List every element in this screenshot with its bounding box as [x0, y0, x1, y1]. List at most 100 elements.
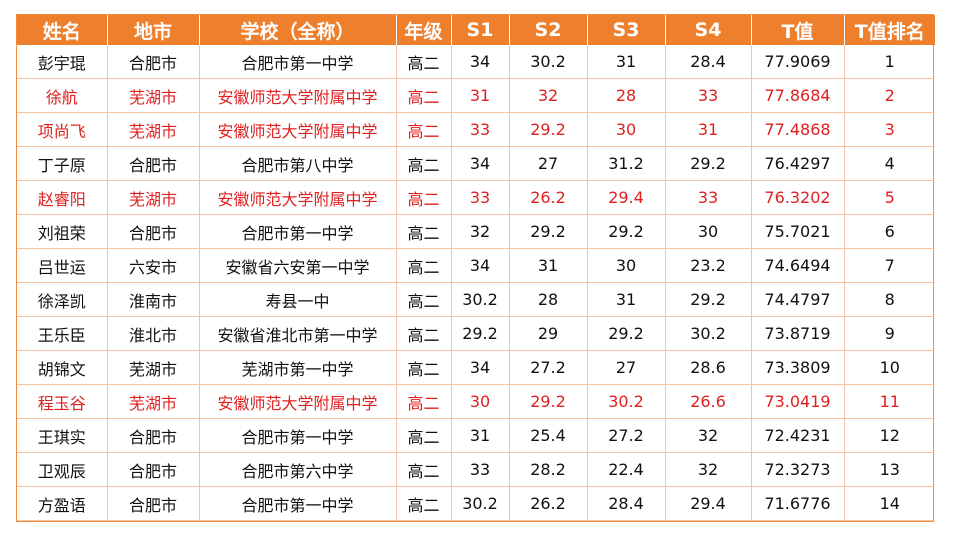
- cell-s2: 29.2: [509, 384, 588, 419]
- cell-s3: 22.4: [587, 452, 666, 487]
- cell-s4: 32: [665, 418, 752, 453]
- cell-city: 合肥市: [107, 486, 200, 521]
- cell-s2: 27: [509, 146, 588, 181]
- cell-name: 徐泽凯: [17, 282, 108, 317]
- cell-school: 合肥市第六中学: [199, 452, 397, 487]
- cell-s1: 31: [451, 78, 510, 113]
- cell-school: 安徽师范大学附属中学: [199, 112, 397, 147]
- cell-t-rank: 10: [844, 350, 935, 385]
- cell-school: 合肥市第八中学: [199, 146, 397, 181]
- cell-t-rank: 7: [844, 248, 935, 283]
- cell-s2: 29.2: [509, 112, 588, 147]
- cell-s3: 30: [587, 248, 666, 283]
- cell-s1: 34: [451, 350, 510, 385]
- cell-s1: 33: [451, 112, 510, 147]
- cell-grade: 高二: [396, 418, 452, 453]
- cell-grade: 高二: [396, 452, 452, 487]
- cell-school: 合肥市第一中学: [199, 418, 397, 453]
- table-row: 徐航 芜湖市 安徽师范大学附属中学 高二 31 32 28 33 77.8684 2: [17, 78, 935, 113]
- cell-name: 丁子原: [17, 146, 108, 181]
- cell-school: 寿县一中: [199, 282, 397, 317]
- cell-t-value: 76.4297: [751, 146, 845, 181]
- table-row: 卫观辰 合肥市 合肥市第六中学 高二 33 28.2 22.4 32 72.3273 13: [17, 452, 935, 487]
- cell-s4: 31: [665, 112, 752, 147]
- cell-name: 方盈语: [17, 486, 108, 521]
- cell-s2: 30.2: [509, 45, 588, 79]
- cell-name: 王琪实: [17, 418, 108, 453]
- cell-grade: 高二: [396, 486, 452, 521]
- cell-city: 芜湖市: [107, 350, 200, 385]
- table-row: 丁子原 合肥市 合肥市第八中学 高二 34 27 31.2 29.2 76.4297 4: [17, 146, 935, 181]
- cell-grade: 高二: [396, 45, 452, 79]
- cell-s4: 28.6: [665, 350, 752, 385]
- cell-grade: 高二: [396, 180, 452, 215]
- cell-city: 芜湖市: [107, 384, 200, 419]
- cell-s1: 32: [451, 214, 510, 249]
- cell-s1: 34: [451, 146, 510, 181]
- cell-s4: 29.4: [665, 486, 752, 521]
- cell-t-value: 75.7021: [751, 214, 845, 249]
- table-row: 徐泽凯 淮南市 寿县一中 高二 30.2 28 31 29.2 74.4797 8: [17, 282, 935, 317]
- cell-name: 项尚飞: [17, 112, 108, 147]
- cell-city: 合肥市: [107, 214, 200, 249]
- cell-s2: 29: [509, 316, 588, 351]
- cell-s2: 32: [509, 78, 588, 113]
- results-table: 姓名 地市 学校（全称） 年级 S1 S2 S3 S4 T值 T值排名 彭宇琨 合肥市 合肥市第一中学…: [17, 15, 935, 521]
- cell-s2: 26.2: [509, 180, 588, 215]
- cell-school: 安徽省淮北市第一中学: [199, 316, 397, 351]
- cell-t-value: 72.3273: [751, 452, 845, 487]
- results-table-container: 姓名 地市 学校（全称） 年级 S1 S2 S3 S4 T值 T值排名 彭宇琨 合肥市 合肥市第一中学…: [16, 14, 935, 522]
- cell-s2: 27.2: [509, 350, 588, 385]
- cell-s3: 30: [587, 112, 666, 147]
- cell-city: 合肥市: [107, 452, 200, 487]
- cell-city: 淮南市: [107, 282, 200, 317]
- cell-s4: 23.2: [665, 248, 752, 283]
- header-s1: S1: [451, 15, 510, 45]
- cell-t-rank: 4: [844, 146, 935, 181]
- header-s3: S3: [587, 15, 666, 45]
- cell-s1: 33: [451, 180, 510, 215]
- cell-city: 合肥市: [107, 45, 200, 79]
- cell-school: 安徽师范大学附属中学: [199, 180, 397, 215]
- table-row: 吕世运 六安市 安徽省六安第一中学 高二 34 31 30 23.2 74.6494 7: [17, 248, 935, 283]
- table-row: 刘祖荣 合肥市 合肥市第一中学 高二 32 29.2 29.2 30 75.7021 6: [17, 214, 935, 249]
- cell-school: 安徽省六安第一中学: [199, 248, 397, 283]
- cell-s3: 29.2: [587, 316, 666, 351]
- cell-s2: 26.2: [509, 486, 588, 521]
- cell-s1: 30.2: [451, 282, 510, 317]
- cell-grade: 高二: [396, 350, 452, 385]
- cell-s4: 32: [665, 452, 752, 487]
- cell-t-rank: 8: [844, 282, 935, 317]
- cell-t-rank: 5: [844, 180, 935, 215]
- cell-s1: 30.2: [451, 486, 510, 521]
- table-row: 方盈语 合肥市 合肥市第一中学 高二 30.2 26.2 28.4 29.4 71.6776 14: [17, 486, 935, 521]
- cell-s3: 29.2: [587, 214, 666, 249]
- cell-grade: 高二: [396, 146, 452, 181]
- header-s4: S4: [665, 15, 752, 45]
- cell-name: 徐航: [17, 78, 108, 113]
- cell-city: 芜湖市: [107, 78, 200, 113]
- cell-t-value: 77.4868: [751, 112, 845, 147]
- cell-s4: 33: [665, 180, 752, 215]
- cell-s3: 28: [587, 78, 666, 113]
- cell-t-rank: 13: [844, 452, 935, 487]
- cell-school: 合肥市第一中学: [199, 45, 397, 79]
- header-city: 地市: [107, 15, 200, 45]
- cell-t-rank: 6: [844, 214, 935, 249]
- cell-grade: 高二: [396, 282, 452, 317]
- cell-grade: 高二: [396, 248, 452, 283]
- cell-name: 刘祖荣: [17, 214, 108, 249]
- cell-s2: 28: [509, 282, 588, 317]
- table-row: 王琪实 合肥市 合肥市第一中学 高二 31 25.4 27.2 32 72.4231 12: [17, 418, 935, 453]
- cell-school: 合肥市第一中学: [199, 486, 397, 521]
- cell-s2: 28.2: [509, 452, 588, 487]
- cell-t-value: 74.6494: [751, 248, 845, 283]
- table-row: 王乐臣 淮北市 安徽省淮北市第一中学 高二 29.2 29 29.2 30.2 73.8719 9: [17, 316, 935, 351]
- cell-s1: 34: [451, 248, 510, 283]
- cell-s3: 31: [587, 45, 666, 79]
- cell-t-value: 73.3809: [751, 350, 845, 385]
- cell-s3: 31: [587, 282, 666, 317]
- cell-school: 合肥市第一中学: [199, 214, 397, 249]
- cell-city: 淮北市: [107, 316, 200, 351]
- cell-s1: 29.2: [451, 316, 510, 351]
